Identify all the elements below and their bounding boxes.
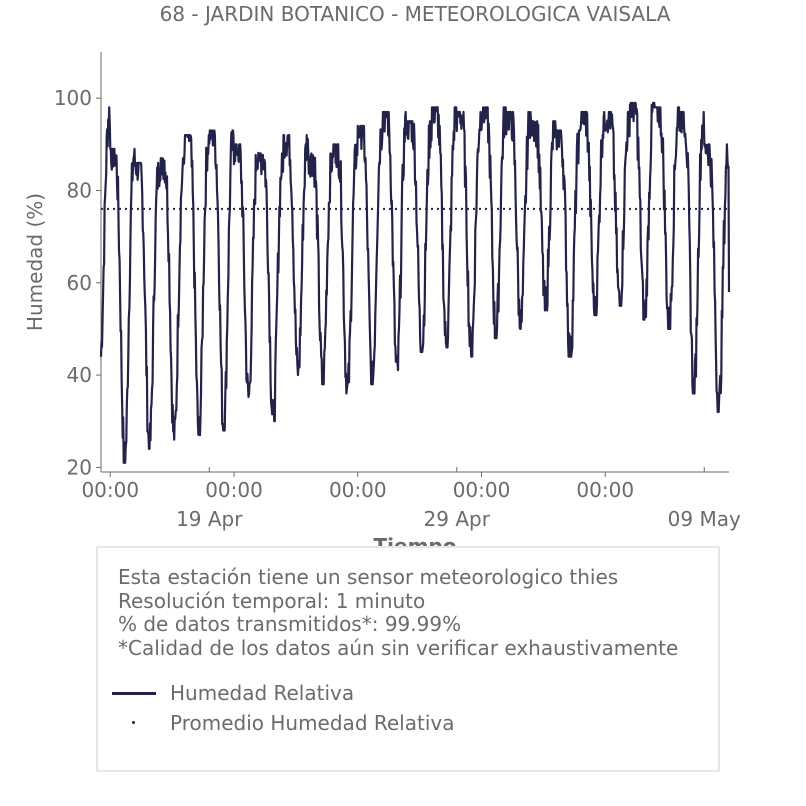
y-tick-label: 80 <box>67 178 92 202</box>
y-tick-label: 60 <box>67 271 92 295</box>
y-tick-label: 20 <box>67 455 92 479</box>
x-major-tick-label: 19 Apr <box>176 507 243 531</box>
note-resolution: Resolución temporal: 1 minuto <box>118 588 426 613</box>
y-axis-label: Humedad (%) <box>23 193 47 331</box>
legend-label: Humedad Relativa <box>170 681 355 705</box>
legend-notes: Esta estación tiene un sensor meteorolog… <box>118 565 679 660</box>
note-quality: *Calidad de los datos aún sin verificar … <box>118 635 679 660</box>
series-line-humedad-relativa <box>99 101 731 464</box>
legend-box: Esta estación tiene un sensor meteorolog… <box>96 546 720 772</box>
y-tick-label: 40 <box>67 363 92 387</box>
humidity-chart: 68 - JARDIN BOTANICO - METEOROLOGICA VAI… <box>23 2 741 546</box>
note-data-transmitted: % de datos transmitidos*: 99.99% <box>118 612 462 636</box>
x-minor-tick-label: 00:00 <box>453 478 511 502</box>
legend-dot-swatch <box>132 721 135 724</box>
chart-title: 68 - JARDIN BOTANICO - METEOROLOGICA VAI… <box>160 2 671 26</box>
y-tick-label: 100 <box>54 86 92 110</box>
x-minor-tick-label: 00:00 <box>81 478 139 502</box>
x-axis-label: Tiempo <box>374 534 457 546</box>
legend-line-swatch <box>112 692 156 695</box>
x-minor-tick-label: 00:00 <box>205 478 263 502</box>
x-minor-tick-label: 00:00 <box>576 478 634 502</box>
note-sensor: Esta estación tiene un sensor meteorolog… <box>118 565 619 589</box>
x-major-tick-label: 29 Apr <box>424 507 491 531</box>
x-minor-tick-label: 00:00 <box>329 478 387 502</box>
legend-label: Promedio Humedad Relativa <box>170 711 455 735</box>
x-major-tick-label: 09 May <box>668 507 741 531</box>
